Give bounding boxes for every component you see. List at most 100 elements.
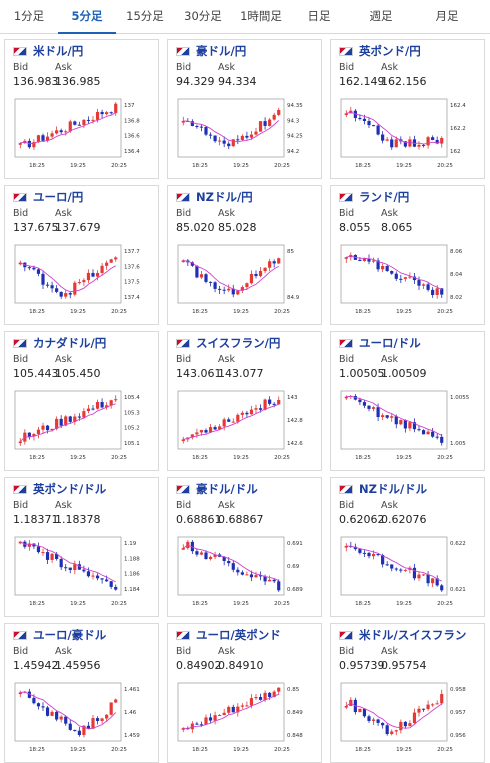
pair-name-link[interactable]: ユーロ/豪ドル (33, 628, 107, 642)
x-tick-label: 18:25 (355, 455, 371, 461)
bid-value: 143.061 (176, 367, 222, 380)
tab-timeframe[interactable]: 15分足 (126, 9, 164, 23)
candle-body (227, 288, 231, 291)
price-chart[interactable]: 0.85 0.849 0.848 18:25 19:25 20:25 (172, 679, 317, 757)
tab-timeframe[interactable]: 月足 (435, 9, 459, 23)
currency-card[interactable]: NZドル/円 Bid 85.020 Ask 85.028 85 84.9 18:25 19:25… (167, 185, 322, 325)
pair-name-link[interactable]: 豪ドル/円 (196, 44, 247, 58)
candle-body (394, 139, 398, 148)
pair-name-link[interactable]: ユーロ/ドル (359, 336, 421, 350)
x-tick-label: 19:25 (70, 747, 86, 753)
pair-name-link[interactable]: 米ドル/円 (33, 44, 84, 58)
currency-card[interactable]: 英ポンド/円 Bid 162.149 Ask 162.156 162.4 162.2 162 1… (330, 39, 485, 179)
candle-body (408, 276, 412, 278)
y-tick-label: 0.85 (287, 687, 300, 693)
candle-body (55, 418, 59, 429)
currency-card[interactable]: ユーロ/ドル Bid 1.00505 Ask 1.00509 1.0055 1.005 18:… (330, 331, 485, 471)
pair-name-link[interactable]: スイスフラン/円 (196, 336, 281, 350)
y-tick-label: 1.186 (124, 572, 140, 578)
price-chart[interactable]: 0.691 0.69 0.689 18:25 19:25 20:25 (172, 533, 317, 611)
tab-timeframe[interactable]: 1分足 (13, 9, 45, 23)
currency-card[interactable]: 米ドル/スイスフラン Bid 0.95739 Ask 0.95754 0.958 0.957… (330, 623, 485, 763)
currency-card[interactable]: スイスフラン/円 Bid 143.061 Ask 143.077 143 142.8 142.… (167, 331, 322, 471)
currency-card[interactable]: 豪ドル/ドル Bid 0.68861 Ask 0.68867 0.691 0.69 0.689… (167, 477, 322, 617)
candle-body (381, 134, 385, 141)
candle-body (435, 288, 439, 295)
bid-label: Bid (339, 354, 355, 365)
ask-label: Ask (55, 500, 72, 511)
tab-timeframe[interactable]: 1時間足 (240, 9, 282, 23)
moving-average-line (183, 693, 279, 730)
candle-body (421, 708, 426, 710)
nz-us-flag-icon (339, 485, 353, 494)
candle-body (240, 572, 244, 575)
y-tick-label: 0.957 (450, 710, 466, 716)
tab-timeframe[interactable]: 5分足 (58, 0, 116, 34)
candle-body (268, 261, 272, 268)
x-tick-label: 18:25 (355, 309, 371, 315)
currency-card[interactable]: 米ドル/円 Bid 136.983 Ask 136.985 137 136.8 136.6 13… (4, 39, 159, 179)
pair-name-link[interactable]: 英ポンド/ドル (33, 482, 107, 496)
moving-average-line (20, 691, 117, 730)
price-chart[interactable]: 8.06 8.04 8.02 18:25 19:25 20:25 (335, 241, 480, 319)
price-chart[interactable]: 1.0055 1.005 18:25 19:25 20:25 (335, 387, 480, 465)
price-chart[interactable]: 85 84.9 18:25 19:25 20:25 (172, 241, 317, 319)
x-tick-label: 19:25 (396, 455, 412, 461)
pair-name-link[interactable]: ユーロ/円 (33, 190, 84, 204)
candle-body (362, 708, 367, 717)
currency-card[interactable]: ユーロ/豪ドル Bid 1.45942 Ask 1.45956 1.461 1.46 1.45… (4, 623, 159, 763)
y-tick-label: 137 (124, 103, 135, 109)
currency-card[interactable]: ランド/円 Bid 8.055 Ask 8.065 8.06 8.04 8.02 18:25 19… (330, 185, 485, 325)
ask-value: 162.156 (381, 75, 427, 88)
price-chart[interactable]: 0.958 0.957 0.956 18:25 19:25 20:25 (335, 679, 480, 757)
tab-timeframe[interactable]: 30分足 (184, 9, 222, 23)
candle-body (195, 432, 199, 435)
nz-jp-flag-icon (176, 193, 190, 202)
candle-body (50, 285, 54, 289)
y-tick-label: 1.46 (124, 710, 137, 716)
price-chart[interactable]: 1.19 1.188 1.186 1.184 18:25 19:25 20:25 (9, 533, 154, 611)
currency-card[interactable]: ユーロ/英ポンド Bid 0.84902 Ask 0.84910 0.85 0.849 0.8… (167, 623, 322, 763)
eu-gb-flag-icon (176, 631, 190, 640)
tab-timeframe[interactable]: 日足 (307, 9, 331, 23)
candle-body (367, 716, 371, 721)
currency-card[interactable]: 英ポンド/ドル Bid 1.18371 Ask 1.18378 1.19 1.188 1.18… (4, 477, 159, 617)
currency-card[interactable]: ユーロ/円 Bid 137.675 Ask 137.679 137.7 137.6 137.5… (4, 185, 159, 325)
price-chart[interactable]: 105.4 105.3 105.2 105.1 18:25 19:25 20:25 (9, 387, 154, 465)
y-tick-label: 143 (287, 395, 298, 401)
candle-body (426, 284, 430, 290)
candle-body (68, 567, 72, 571)
x-tick-label: 18:25 (29, 747, 45, 753)
candle-body (190, 262, 194, 266)
currency-card[interactable]: 豪ドル/円 Bid 94.329 Ask 94.334 94.35 94.3 94.25 94.… (167, 39, 322, 179)
price-chart[interactable]: 1.461 1.46 1.459 18:25 19:25 20:25 (9, 679, 154, 757)
candle-body (199, 274, 204, 278)
price-chart[interactable]: 0.622 0.621 18:25 19:25 20:25 (335, 533, 480, 611)
tab-timeframe[interactable]: 週足 (369, 9, 393, 23)
currency-card[interactable]: NZドル/ドル Bid 0.62062 Ask 0.62076 0.622 0.621 18:… (330, 477, 485, 617)
pair-name-link[interactable]: NZドル/ドル (359, 482, 428, 496)
price-chart[interactable]: 162.4 162.2 162 18:25 19:25 20:25 (335, 95, 480, 173)
candle-body (195, 551, 199, 555)
pair-name-link[interactable]: 豪ドル/ドル (196, 482, 258, 496)
price-chart[interactable]: 137 136.8 136.6 136.4 18:25 19:25 20:25 (9, 95, 154, 173)
price-chart[interactable]: 94.35 94.3 94.25 94.2 18:25 19:25 20:25 (172, 95, 317, 173)
candle-body (181, 439, 185, 442)
pair-name-link[interactable]: 米ドル/スイスフラン (359, 628, 467, 642)
pair-name-link[interactable]: カナダドル/円 (33, 336, 107, 350)
x-tick-label: 20:25 (437, 455, 453, 461)
candle-body (195, 723, 199, 725)
pair-name-link[interactable]: NZドル/円 (196, 190, 253, 204)
pair-name-link[interactable]: ランド/円 (359, 190, 410, 204)
candle-body (114, 399, 118, 401)
price-chart[interactable]: 137.7 137.6 137.5 137.4 18:25 19:25 20:25 (9, 241, 154, 319)
candle-body (358, 708, 362, 713)
pair-name-link[interactable]: 英ポンド/円 (359, 44, 421, 58)
ask-value: 1.18378 (55, 513, 101, 526)
candle-body (100, 111, 104, 115)
currency-card[interactable]: カナダドル/円 Bid 105.443 Ask 105.450 105.4 105.3 105… (4, 331, 159, 471)
candle-body (390, 139, 394, 148)
price-chart[interactable]: 143 142.8 142.6 18:25 19:25 20:25 (172, 387, 317, 465)
y-tick-label: 8.02 (450, 295, 462, 301)
pair-name-link[interactable]: ユーロ/英ポンド (196, 628, 281, 642)
